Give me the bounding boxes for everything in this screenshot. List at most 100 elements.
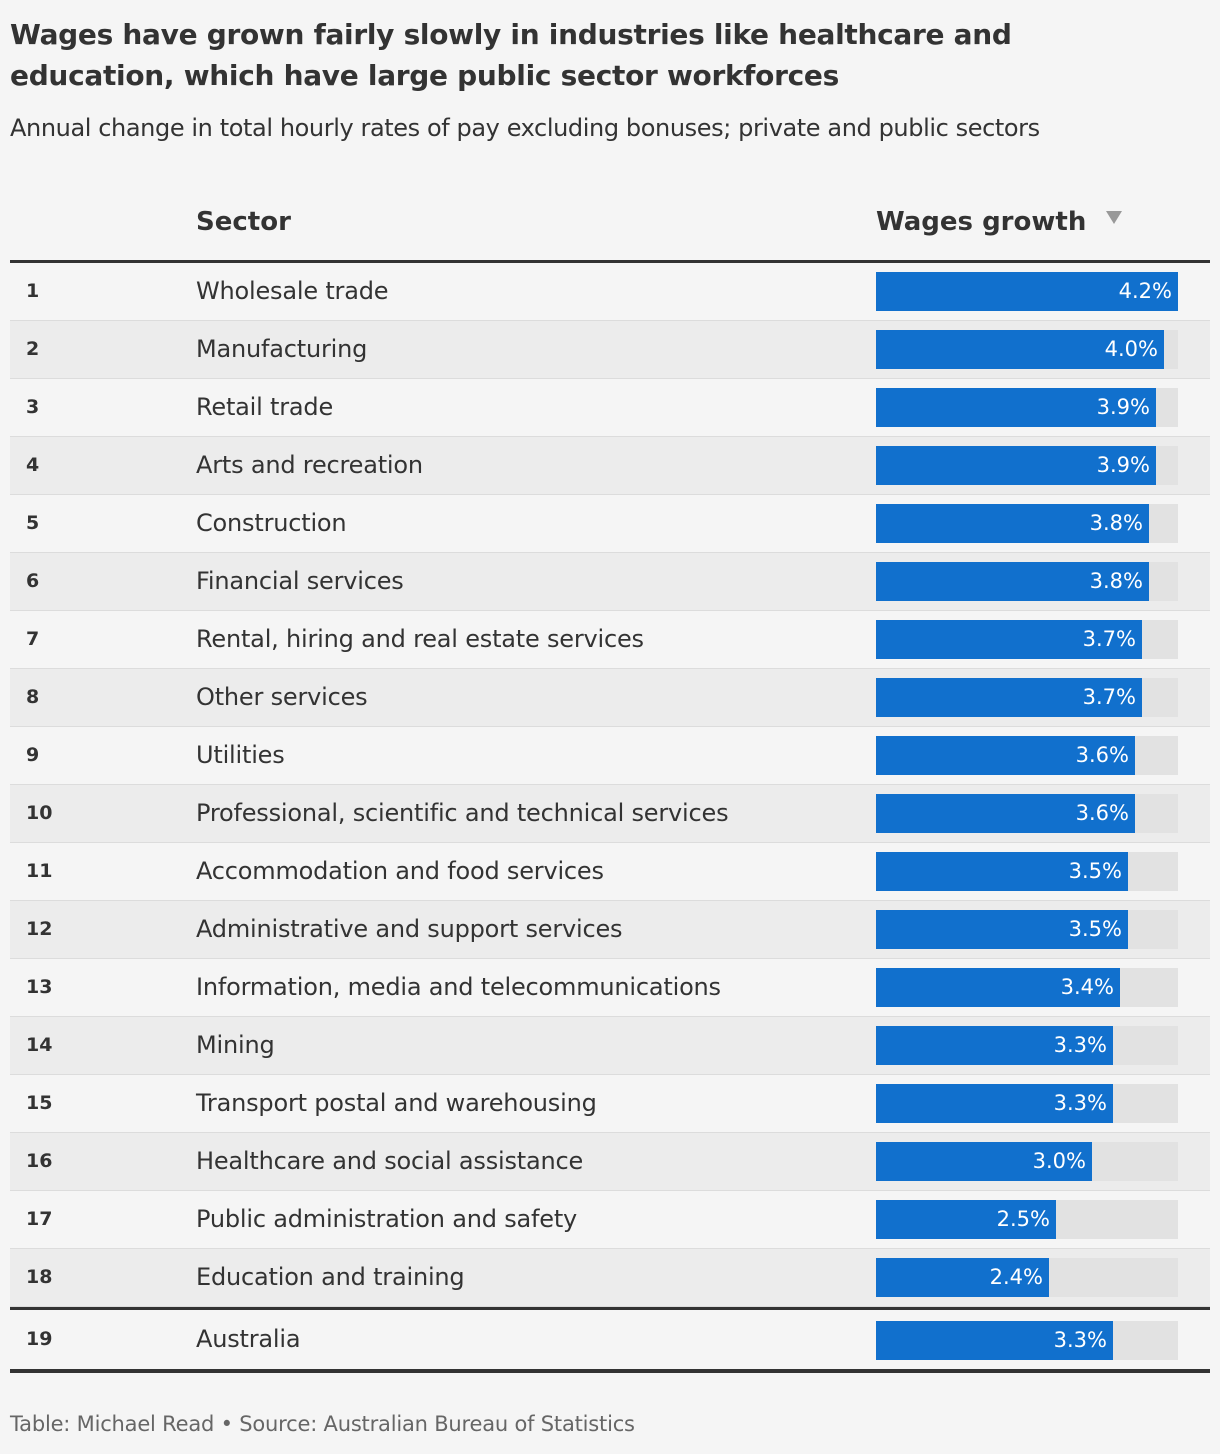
sector-cell: Mining <box>196 1031 275 1059</box>
table-header: Sector Wages growth <box>10 190 1210 263</box>
bar: 3.8% <box>876 562 1149 601</box>
bar: 3.7% <box>876 678 1142 717</box>
rank-cell: 15 <box>26 1092 53 1114</box>
bar-value-label: 3.5% <box>1068 917 1122 941</box>
bar: 3.6% <box>876 794 1135 833</box>
bar-value-label: 2.5% <box>996 1207 1050 1231</box>
table-row: 5 Construction 3.8% <box>10 495 1210 553</box>
bar-value-label: 3.8% <box>1089 511 1143 535</box>
sector-cell: Wholesale trade <box>196 277 389 305</box>
bar-track: 4.0% <box>876 330 1178 369</box>
table-row: 1 Wholesale trade 4.2% <box>10 263 1210 321</box>
sector-cell: Arts and recreation <box>196 451 423 479</box>
rank-cell: 16 <box>26 1150 53 1172</box>
bar-value-label: 3.3% <box>1053 1033 1107 1057</box>
table-row: 2 Manufacturing 4.0% <box>10 321 1210 379</box>
table-row: 12 Administrative and support services 3.5… <box>10 901 1210 959</box>
bar: 3.3% <box>876 1026 1113 1065</box>
bar: 2.5% <box>876 1200 1056 1239</box>
sector-cell: Financial services <box>196 567 404 595</box>
chart-subtitle: Annual change in total hourly rates of p… <box>10 114 1040 142</box>
sector-cell: Accommodation and food services <box>196 857 604 885</box>
table-row: 4 Arts and recreation 3.9% <box>10 437 1210 495</box>
sector-cell: Public administration and safety <box>196 1205 578 1233</box>
sort-descending-icon[interactable] <box>1106 211 1123 224</box>
bar: 3.9% <box>876 388 1156 427</box>
wages-growth-column-header[interactable]: Wages growth <box>876 207 1123 237</box>
table-row: 6 Financial services 3.8% <box>10 553 1210 611</box>
sector-cell: Rental, hiring and real estate services <box>196 625 644 653</box>
table-row: 17 Public administration and safety 2.5% <box>10 1191 1210 1249</box>
bar-track: 3.3% <box>876 1084 1178 1123</box>
sector-cell: Australia <box>196 1325 301 1353</box>
sector-cell: Other services <box>196 683 368 711</box>
source-footer: Table: Michael Read • Source: Australian… <box>10 1412 635 1436</box>
bar-track: 4.2% <box>876 272 1178 311</box>
sector-cell: Administrative and support services <box>196 915 623 943</box>
bar-value-label: 4.2% <box>1118 279 1172 303</box>
bar: 2.4% <box>876 1258 1049 1297</box>
bar-value-label: 3.6% <box>1075 743 1129 767</box>
sector-cell: Utilities <box>196 741 285 769</box>
sector-column-header[interactable]: Sector <box>196 207 291 237</box>
bar-value-label: 3.9% <box>1096 453 1150 477</box>
sector-cell: Information, media and telecommunication… <box>196 973 721 1001</box>
rank-cell: 5 <box>26 512 40 534</box>
table-row: 14 Mining 3.3% <box>10 1017 1210 1075</box>
bar: 4.0% <box>876 330 1164 369</box>
bar-value-label: 2.4% <box>989 1265 1043 1289</box>
bar: 3.3% <box>876 1321 1113 1360</box>
bar-value-label: 3.4% <box>1060 975 1114 999</box>
rank-cell: 9 <box>26 744 40 766</box>
rank-cell: 13 <box>26 976 53 998</box>
bar-track: 2.5% <box>876 1200 1178 1239</box>
rank-cell: 8 <box>26 686 40 708</box>
table-row: 15 Transport postal and warehousing 3.3% <box>10 1075 1210 1133</box>
bar-value-label: 3.7% <box>1082 685 1136 709</box>
table-row: 13 Information, media and telecommunicati… <box>10 959 1210 1017</box>
bar-track: 3.8% <box>876 562 1178 601</box>
bar-value-label: 4.0% <box>1104 337 1158 361</box>
bar-track: 3.9% <box>876 388 1178 427</box>
bar-track: 3.7% <box>876 678 1178 717</box>
sector-cell: Manufacturing <box>196 335 368 363</box>
bar-track: 3.7% <box>876 620 1178 659</box>
sector-cell: Construction <box>196 509 347 537</box>
bar: 3.5% <box>876 852 1128 891</box>
bar: 3.9% <box>876 446 1156 485</box>
rank-cell: 6 <box>26 570 40 592</box>
rank-cell: 10 <box>26 802 53 824</box>
bar: 3.0% <box>876 1142 1092 1181</box>
rank-cell: 18 <box>26 1266 53 1288</box>
rank-cell: 1 <box>26 280 40 302</box>
table-row: 7 Rental, hiring and real estate services… <box>10 611 1210 669</box>
bar: 3.8% <box>876 504 1149 543</box>
bar-track: 3.3% <box>876 1321 1178 1360</box>
bar-value-label: 3.0% <box>1032 1149 1086 1173</box>
rank-cell: 17 <box>26 1208 53 1230</box>
bar-track: 2.4% <box>876 1258 1178 1297</box>
sector-cell: Retail trade <box>196 393 334 421</box>
bar: 3.4% <box>876 968 1120 1007</box>
table-row: 3 Retail trade 3.9% <box>10 379 1210 437</box>
rank-cell: 12 <box>26 918 53 940</box>
chart-title: Wages have grown fairly slowly in indust… <box>10 18 1012 92</box>
chart-container: Wages have grown fairly slowly in indust… <box>10 0 1210 1373</box>
bar-track: 3.9% <box>876 446 1178 485</box>
bar: 3.5% <box>876 910 1128 949</box>
sector-cell: Education and training <box>196 1263 465 1291</box>
bar-value-label: 3.3% <box>1053 1091 1107 1115</box>
rank-cell: 2 <box>26 338 40 360</box>
bar-value-label: 3.7% <box>1082 627 1136 651</box>
table-row: 16 Healthcare and social assistance 3.0% <box>10 1133 1210 1191</box>
rank-cell: 11 <box>26 860 53 882</box>
sector-cell: Transport postal and warehousing <box>196 1089 597 1117</box>
bar-track: 3.4% <box>876 968 1178 1007</box>
bar-value-label: 3.5% <box>1068 859 1122 883</box>
table-row: 18 Education and training 2.4% <box>10 1249 1210 1307</box>
bar-value-label: 3.6% <box>1075 801 1129 825</box>
bar-value-label: 3.3% <box>1053 1328 1107 1352</box>
wages-table: Sector Wages growth 1 Wholesale trade 4.2%… <box>10 190 1210 1373</box>
bar-value-label: 3.9% <box>1096 395 1150 419</box>
table-row: 9 Utilities 3.6% <box>10 727 1210 785</box>
